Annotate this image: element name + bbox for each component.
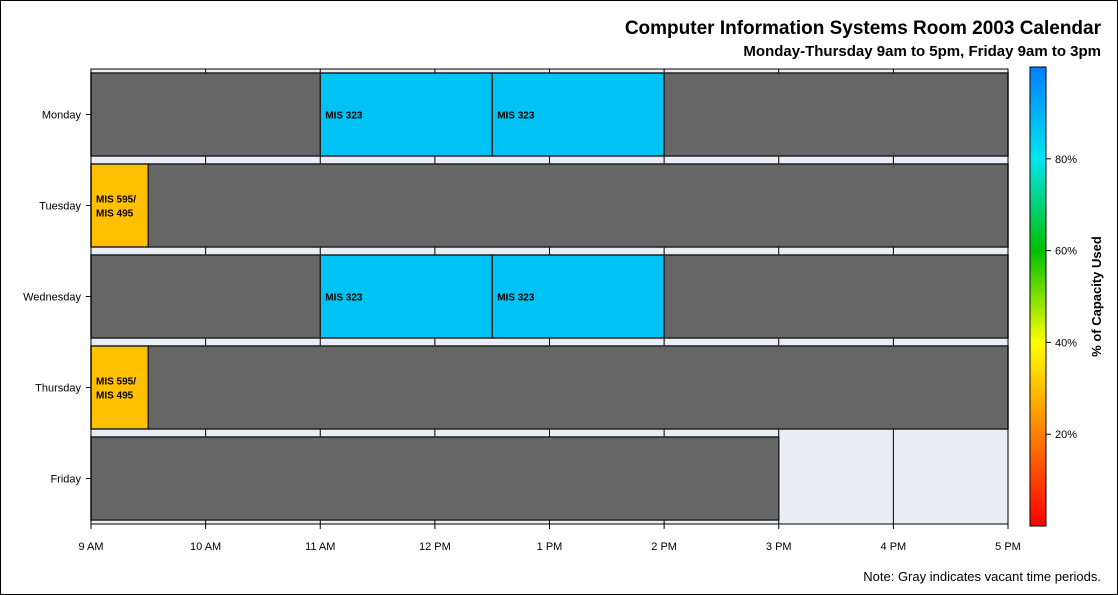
colorbar-title: % of Capacity Used — [1089, 236, 1104, 357]
x-tick-label: 1 PM — [537, 541, 563, 553]
block-label: MIS 495 — [96, 209, 134, 220]
block-label: MIS 323 — [497, 293, 535, 304]
chart-note: Note: Gray indicates vacant time periods… — [863, 569, 1101, 584]
x-tick-label: 10 AM — [190, 541, 221, 553]
x-tick-label: 9 AM — [78, 541, 103, 553]
block-label: MIS 323 — [497, 111, 535, 122]
vacant-block — [147, 345, 1009, 430]
class-block — [491, 254, 665, 339]
y-tick-label: Tuesday — [39, 201, 81, 213]
x-tick-label: 12 PM — [419, 541, 451, 553]
colorbar-tick-label: 20% — [1055, 429, 1077, 441]
colorbar-ramp — [1029, 66, 1047, 527]
x-tick-label: 3 PM — [766, 541, 792, 553]
block-label: MIS 323 — [325, 111, 363, 122]
class-block — [90, 163, 150, 248]
y-tick-label: Thursday — [35, 383, 81, 395]
colorbar-tick-label: 60% — [1055, 246, 1077, 258]
y-tick-label: Monday — [42, 110, 82, 122]
colorbar: 20% 40% 60% 80% % of Capacity Used — [1029, 66, 1104, 527]
x-tick-label: 5 PM — [995, 541, 1021, 553]
plot-border — [90, 68, 1009, 525]
block-label: MIS 595/ — [96, 377, 136, 388]
vacant-block — [90, 72, 321, 157]
x-tick-label: 2 PM — [651, 541, 677, 553]
y-tick-label: Friday — [50, 474, 81, 486]
y-tick-label: Wednesday — [23, 292, 81, 304]
block-label: MIS 323 — [325, 293, 363, 304]
x-tick-label: 4 PM — [881, 541, 907, 553]
vacant-block — [90, 254, 321, 339]
vacant-block — [663, 72, 1009, 157]
chart-subtitle: Monday-Thursday 9am to 5pm, Friday 9am t… — [743, 43, 1101, 60]
block-label: MIS 595/ — [96, 195, 136, 206]
colorbar-tick-label: 40% — [1055, 337, 1077, 349]
x-tick-label: 11 AM — [305, 541, 335, 553]
class-block — [319, 254, 493, 339]
vacant-block — [663, 254, 1009, 339]
colorbar-tick-label: 80% — [1055, 154, 1077, 166]
class-block — [491, 72, 665, 157]
vacant-block — [147, 163, 1009, 248]
class-block — [319, 72, 493, 157]
plot-area: MIS 323 MIS 323 Monday MIS 595/MIS 495 Tuesd… — [23, 68, 1021, 553]
vacant-block — [90, 436, 780, 521]
block-label: MIS 495 — [96, 391, 134, 402]
class-block — [90, 345, 150, 430]
chart-title: Computer Information Systems Room 2003 C… — [625, 18, 1102, 39]
